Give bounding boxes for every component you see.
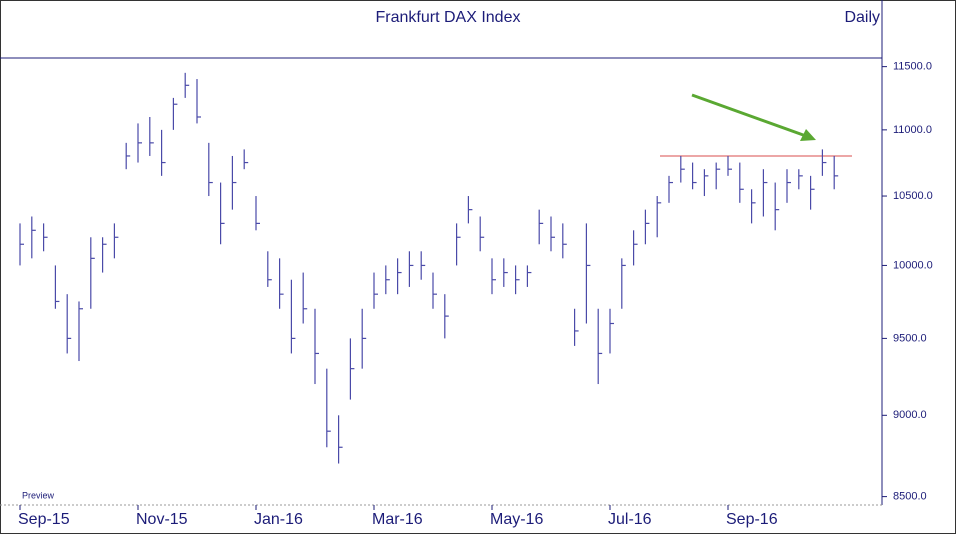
y-tick-label: 9500.0: [893, 332, 927, 344]
preview-note: Preview: [22, 490, 55, 500]
x-tick-label: May-16: [490, 511, 543, 528]
x-tick-label: Sep-15: [18, 511, 70, 528]
y-tick-label: 11500.0: [893, 61, 932, 73]
y-tick-label: 9000.0: [893, 409, 927, 421]
x-tick-label: Nov-15: [136, 511, 188, 528]
x-tick-label: Mar-16: [372, 511, 423, 528]
chart-subtitle: Daily: [844, 9, 880, 26]
arrow-shaft: [691, 93, 807, 138]
y-tick-label: 11000.0: [893, 124, 932, 136]
arrow: [691, 93, 816, 141]
x-tick-label: Jul-16: [608, 511, 652, 528]
y-tick-label: 8500.0: [893, 491, 927, 503]
y-tick-label: 10500.0: [893, 190, 933, 202]
arrow-head: [800, 129, 816, 141]
chart-title: Frankfurt DAX Index: [376, 9, 521, 26]
x-tick-label: Jan-16: [254, 511, 303, 528]
y-tick-label: 10000.0: [893, 259, 933, 271]
x-tick-label: Sep-16: [726, 511, 778, 528]
